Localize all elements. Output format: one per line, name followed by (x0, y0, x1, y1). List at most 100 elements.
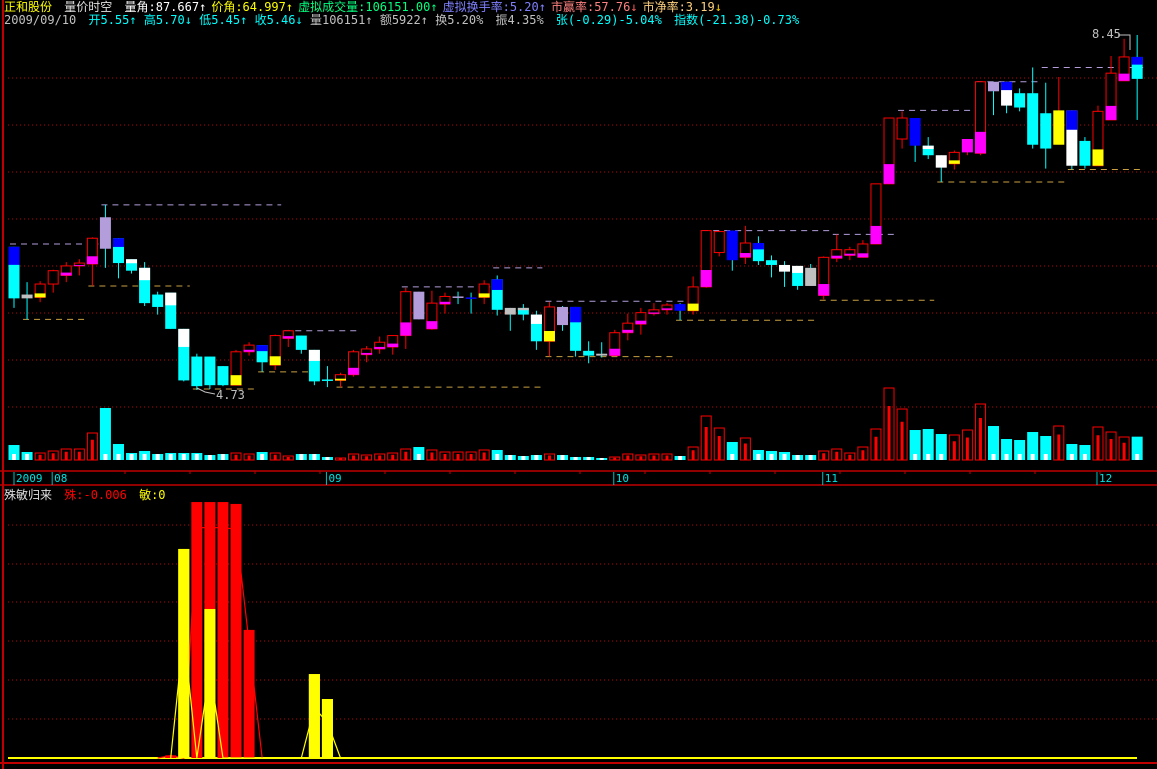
volume-inner-bar (665, 455, 669, 460)
volume-inner-bar (704, 427, 708, 460)
volume-inner-bar (391, 454, 395, 460)
shu-bar (217, 502, 229, 758)
quote-amplitude: 振4.35% (495, 13, 544, 27)
candle-band (374, 346, 386, 349)
candle-body (752, 243, 764, 262)
stock-name[interactable]: 正和股份 (4, 0, 53, 14)
candle-body (792, 265, 804, 286)
volume-inner-bar (521, 455, 526, 460)
arrow-up-icon: ↑ (240, 13, 248, 27)
volume-bar (988, 426, 999, 460)
volume-inner-bar (1043, 454, 1048, 460)
candle-band (308, 349, 320, 361)
min-bar-overlay (308, 674, 320, 758)
volume-inner-bar (952, 441, 956, 460)
candle-body (47, 270, 59, 285)
volume-bar (413, 447, 425, 460)
candle-band (112, 238, 124, 247)
candle-body (1118, 56, 1130, 82)
volume-inner-bar (1069, 454, 1074, 460)
volume-inner-bar (234, 454, 238, 460)
candle-body (491, 279, 503, 310)
candle-band (1092, 149, 1104, 166)
arrow-up-icon: ↑ (420, 13, 428, 27)
axis-month-label: 09 (328, 472, 342, 485)
volume-inner-bar (25, 454, 30, 460)
volume-inner-bar (430, 452, 434, 460)
arrow-up-icon: ↑ (538, 0, 546, 14)
arrow-up-icon: ↑ (365, 13, 373, 27)
volume-inner-bar (939, 454, 944, 460)
candle-body (465, 297, 477, 299)
formula-name[interactable]: 量价时空 (64, 0, 113, 14)
volume-inner-bar (599, 457, 604, 460)
candle-band (609, 348, 621, 356)
volume-inner-bar (260, 454, 265, 460)
quote-high: 高5.70 (143, 13, 185, 27)
header-row-1: 正和股份 量价时空 量角:87.667↑ 价角:64.997↑ 虚拟成交量:1061… (4, 1, 727, 14)
candle-body (1079, 140, 1091, 166)
candle-body (8, 246, 20, 299)
quote-date: 2009/09/10 (4, 13, 77, 27)
volume-inner-bar (835, 451, 839, 460)
indicator-name[interactable]: 殊敏归来 (4, 488, 53, 502)
candle-body (1040, 113, 1052, 149)
volume-inner-bar (782, 454, 787, 460)
volume-inner-bar (887, 406, 891, 460)
shu-bar (191, 502, 203, 758)
volume-inner-bar (1004, 454, 1009, 460)
candle-body (308, 349, 320, 382)
indicator-panel[interactable] (8, 502, 1137, 759)
header-indicator-4: 市赢率:57.76 (550, 0, 631, 14)
min-bar-overlay (321, 699, 333, 758)
time-axis (0, 470, 1157, 764)
candle-band (60, 272, 72, 276)
volume-inner-bar (717, 436, 721, 460)
volume-inner-bar (416, 454, 421, 460)
quote-volume: 量106151 (309, 13, 366, 27)
min-price-leader (196, 387, 216, 395)
header-indicator-5: 市净率:3.19 (642, 0, 715, 14)
volume-inner-bar (573, 457, 578, 460)
shu-line (157, 527, 263, 759)
candle-body (726, 230, 738, 261)
volume-inner-bar (495, 454, 500, 460)
candle-body (21, 294, 33, 299)
candle-band (1118, 73, 1130, 81)
candle-band (1105, 105, 1117, 120)
shu-bar (243, 629, 255, 758)
candle-body (1131, 56, 1143, 79)
candle-band (139, 267, 151, 281)
volume-inner-bar (1057, 434, 1061, 460)
volume-bar (99, 408, 111, 460)
candle-body (570, 306, 582, 351)
candle-band (739, 253, 751, 258)
candle-body (896, 117, 908, 140)
volume-inner-bar (365, 456, 369, 460)
volume-inner-bar (678, 455, 683, 460)
candle-body (321, 379, 333, 381)
candle-body (191, 356, 203, 387)
candle-band (86, 256, 98, 265)
volume-inner-bar (626, 455, 630, 460)
candle-body (935, 155, 947, 168)
volume-inner-bar (443, 453, 447, 460)
volume-inner-bar (652, 455, 656, 460)
volume-inner-bar (795, 455, 800, 460)
arrow-up-icon: ↑ (430, 0, 438, 14)
indicator-shu-readout: 殊:-0.006 (64, 488, 127, 502)
volume-inner-bar (743, 443, 747, 460)
candlesticks[interactable] (8, 35, 1143, 390)
candle-body (517, 307, 529, 315)
candle-body (988, 81, 999, 92)
arrow-up-icon: ↑ (129, 13, 137, 27)
candle-body (504, 307, 516, 315)
min-bar-overlay (178, 548, 190, 758)
volume-inner-bar (273, 454, 277, 460)
volume-bar (1001, 439, 1013, 460)
candle-band (792, 265, 804, 273)
volume-inner-bar (508, 455, 513, 460)
volume-inner-bar (691, 450, 695, 460)
volume-inner-bar (181, 454, 186, 460)
